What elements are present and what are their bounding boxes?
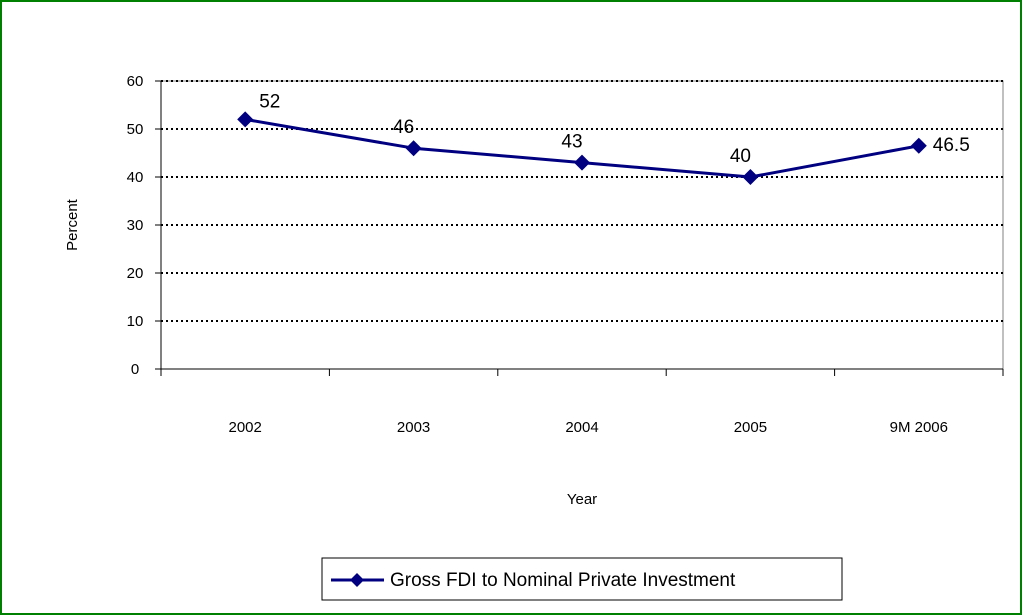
x-tick-label: 2004 — [565, 419, 598, 436]
y-tick-label: 40 — [127, 169, 144, 186]
legend-marker-swatch — [350, 573, 364, 587]
x-tick-label: 2002 — [229, 419, 262, 436]
data-label: 46 — [393, 117, 414, 138]
data-label: 40 — [730, 146, 751, 167]
data-label: 52 — [259, 91, 280, 112]
y-tick-label: 50 — [127, 121, 144, 138]
data-point-marker — [910, 137, 927, 154]
data-point-marker — [742, 169, 759, 185]
data-point-marker — [574, 154, 590, 171]
y-tick-label: 20 — [127, 265, 144, 282]
y-tick-label: 0 — [131, 361, 139, 378]
y-tick-label: 10 — [127, 313, 144, 330]
legend-entry-label: Gross FDI to Nominal Private Investment — [390, 570, 736, 591]
x-axis: 2002 2003 2004 2005 9M 2006 — [160, 368, 1004, 436]
legend-box — [321, 557, 843, 601]
x-tick-label: 9M 2006 — [890, 419, 948, 436]
series-layer: 52 46 43 40 46.5 — [237, 91, 970, 185]
x-tick-label: 2003 — [397, 419, 430, 436]
y-axis-title: Percent — [64, 198, 81, 251]
y-axis: 0 10 20 30 40 50 60 — [127, 73, 162, 378]
plot-area: 0 10 20 30 40 50 60 2002 2003 2004 2005 9M 2006 52… — [127, 73, 1004, 436]
data-point-marker — [405, 140, 422, 157]
data-label: 46.5 — [933, 135, 970, 156]
data-label: 43 — [561, 132, 582, 153]
y-tick-label: 30 — [127, 217, 144, 234]
x-tick-label: 2005 — [734, 419, 767, 436]
y-tick-label: 60 — [127, 73, 144, 90]
x-axis-title: Year — [567, 491, 597, 508]
legend: Gross FDI to Nominal Private Investment — [321, 557, 843, 601]
data-point-marker — [237, 111, 254, 128]
